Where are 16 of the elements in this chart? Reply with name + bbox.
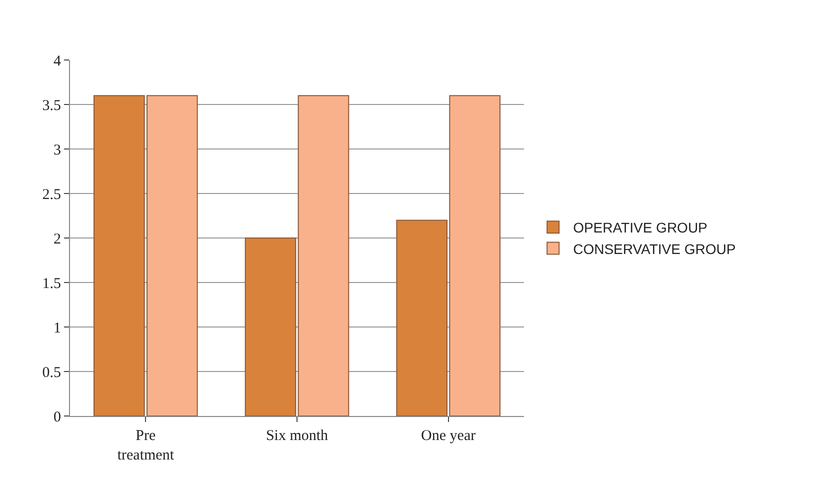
bar	[244, 238, 296, 416]
y-tick-label: 1.5	[42, 276, 61, 292]
y-tick-label: 1	[54, 320, 61, 336]
y-tick-label: 3.5	[42, 98, 61, 114]
legend-label: CONSERVATIVE GROUP	[573, 240, 736, 257]
x-tick-label: One year	[421, 428, 476, 444]
y-tick-label: 2	[54, 231, 61, 248]
y-tick-label: 4	[54, 53, 62, 70]
x-tick-label: Pre treatment	[117, 428, 175, 464]
y-tick-label: 2.5	[42, 186, 61, 203]
y-tick-label: 0.5	[42, 364, 61, 381]
y-tick-label: 3	[54, 142, 61, 158]
legend-label: OPERATIVE GROUP	[573, 220, 708, 236]
x-tick-label: Six month	[266, 428, 329, 444]
y-tick-label: 0	[54, 409, 61, 426]
bar	[298, 95, 350, 416]
